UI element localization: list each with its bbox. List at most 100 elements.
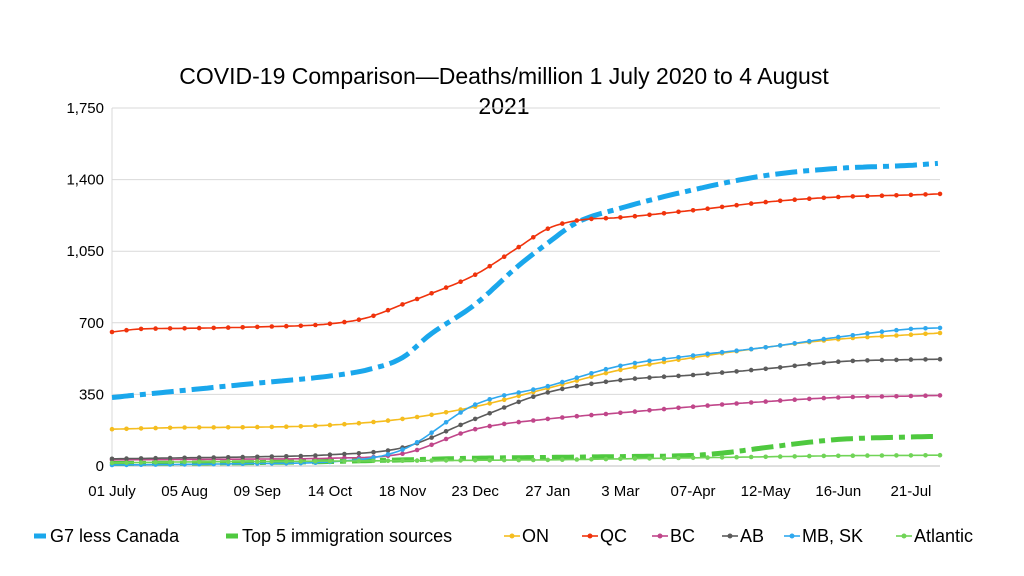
data-point bbox=[225, 325, 231, 330]
data-point bbox=[153, 326, 158, 331]
data-point bbox=[807, 361, 812, 367]
data-point bbox=[908, 326, 914, 332]
data-point bbox=[632, 364, 638, 370]
data-point bbox=[138, 326, 144, 332]
data-point bbox=[124, 456, 129, 461]
series-4 bbox=[109, 191, 943, 335]
data-point bbox=[676, 209, 681, 215]
data-point bbox=[603, 370, 609, 376]
data-point bbox=[894, 193, 899, 198]
data-point bbox=[894, 327, 899, 333]
data-point bbox=[676, 455, 681, 461]
data-point bbox=[487, 423, 493, 429]
data-point bbox=[734, 401, 739, 406]
data-point bbox=[865, 331, 870, 336]
chart-title-line-1: COVID-19 Comparison—Deaths/million 1 Jul… bbox=[179, 63, 829, 89]
data-point bbox=[545, 383, 551, 389]
series-line bbox=[111, 193, 938, 333]
data-point bbox=[894, 333, 899, 338]
data-point bbox=[821, 195, 827, 201]
data-point bbox=[414, 296, 420, 302]
data-point bbox=[618, 215, 623, 220]
y-tick-label: 0 bbox=[96, 458, 104, 475]
data-point bbox=[560, 457, 565, 463]
legend-label: QC bbox=[600, 526, 627, 546]
data-point bbox=[836, 194, 841, 200]
data-point bbox=[705, 351, 710, 357]
data-point bbox=[516, 244, 521, 250]
data-point bbox=[865, 358, 870, 363]
data-point bbox=[937, 452, 943, 458]
data-point bbox=[632, 360, 638, 366]
x-tick-label: 07-Apr bbox=[671, 483, 716, 500]
data-point bbox=[923, 393, 928, 399]
data-point bbox=[560, 386, 565, 392]
legend-item-8: Atlantic bbox=[896, 526, 973, 546]
data-point bbox=[879, 334, 885, 339]
series-8 bbox=[109, 452, 943, 466]
series-line bbox=[111, 332, 938, 430]
data-point bbox=[908, 453, 914, 458]
data-point bbox=[211, 325, 216, 331]
data-point bbox=[487, 411, 493, 416]
data-point bbox=[327, 321, 333, 327]
data-point bbox=[254, 324, 260, 330]
data-point bbox=[690, 455, 696, 461]
data-point bbox=[429, 412, 434, 418]
data-point bbox=[109, 456, 115, 462]
data-point bbox=[589, 457, 594, 462]
data-point bbox=[472, 426, 478, 432]
data-point bbox=[371, 449, 376, 455]
data-point bbox=[429, 458, 434, 463]
data-point bbox=[763, 454, 768, 460]
data-point bbox=[777, 343, 783, 348]
data-point bbox=[603, 366, 609, 372]
data-point bbox=[284, 454, 289, 459]
data-point bbox=[937, 325, 943, 331]
data-point bbox=[705, 455, 710, 460]
data-point bbox=[342, 421, 347, 427]
data-point bbox=[923, 453, 928, 458]
legend-dot bbox=[789, 533, 795, 539]
data-point bbox=[647, 362, 652, 367]
data-point bbox=[560, 221, 565, 226]
series-line bbox=[111, 160, 939, 400]
data-point bbox=[109, 460, 115, 466]
data-point bbox=[836, 395, 841, 400]
data-point bbox=[429, 442, 434, 448]
data-point bbox=[531, 235, 536, 240]
data-point bbox=[908, 192, 914, 198]
legend-dot bbox=[901, 533, 907, 539]
data-point bbox=[719, 455, 725, 460]
data-point bbox=[487, 401, 493, 406]
legend-item-3: ON bbox=[504, 526, 549, 546]
legend-item-5: BC bbox=[652, 526, 695, 546]
data-point bbox=[748, 454, 754, 460]
data-point bbox=[225, 455, 231, 460]
data-point bbox=[516, 457, 521, 463]
data-point bbox=[850, 333, 856, 338]
data-point bbox=[923, 192, 928, 197]
data-point bbox=[516, 393, 521, 399]
data-point bbox=[124, 460, 129, 466]
data-point bbox=[167, 455, 173, 461]
data-point bbox=[342, 319, 347, 325]
data-point bbox=[342, 451, 347, 457]
data-point bbox=[458, 422, 463, 428]
series-line bbox=[111, 327, 938, 466]
data-point bbox=[313, 322, 318, 328]
data-point bbox=[777, 365, 783, 370]
x-tick-label: 09 Sep bbox=[233, 483, 281, 500]
data-point bbox=[545, 457, 551, 463]
data-point bbox=[589, 216, 594, 222]
legend-label: MB, SK bbox=[802, 526, 863, 546]
data-point bbox=[269, 424, 275, 430]
legend-dot bbox=[657, 533, 663, 539]
y-tick-label: 350 bbox=[79, 386, 104, 403]
data-point bbox=[138, 426, 144, 431]
data-point bbox=[501, 421, 507, 427]
y-tick-label: 1,050 bbox=[66, 243, 104, 260]
data-point bbox=[937, 356, 943, 362]
data-point bbox=[225, 425, 231, 430]
data-point bbox=[313, 458, 318, 464]
